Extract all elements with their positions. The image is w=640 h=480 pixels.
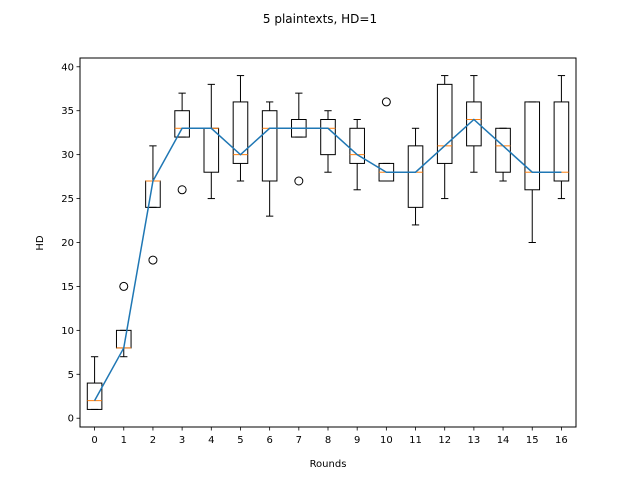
x-tick-label: 9	[354, 435, 360, 446]
y-tick-label: 40	[61, 62, 74, 73]
y-tick-label: 25	[61, 194, 74, 205]
box-iqr	[553, 101, 570, 182]
box-14	[495, 127, 511, 182]
x-tick-label: 16	[555, 435, 568, 446]
x-tick-label: 3	[179, 435, 185, 446]
outlier-point	[177, 185, 187, 195]
x-axis: 0 1 2 3 4 5 6 7 8 9 10 11 12 13 14 15 16	[91, 427, 568, 446]
box-16	[553, 75, 570, 200]
box-iqr	[232, 101, 249, 164]
x-tick-label: 13	[468, 435, 481, 446]
box-9	[349, 119, 365, 191]
x-tick-label: 11	[409, 435, 422, 446]
median-trend-line	[93, 118, 562, 402]
y-tick-label: 20	[61, 238, 74, 249]
box-2	[145, 145, 161, 265]
y-tick-label: 0	[68, 414, 74, 425]
box-11	[407, 127, 424, 226]
box-iqr	[174, 110, 190, 138]
box-iqr	[436, 83, 453, 164]
box-4	[203, 83, 220, 200]
box-iqr	[86, 382, 103, 410]
plot-area	[86, 75, 570, 410]
box-8	[320, 110, 336, 173]
y-tick-label: 10	[61, 326, 74, 337]
box-iqr	[524, 101, 541, 191]
box-iqr	[261, 110, 278, 182]
box-0	[86, 356, 103, 410]
x-tick-label: 12	[438, 435, 451, 446]
outlier-point	[381, 97, 391, 107]
x-tick-label: 7	[296, 435, 302, 446]
box-iqr	[466, 101, 482, 147]
y-tick-label: 35	[61, 106, 74, 117]
box-6	[261, 101, 278, 217]
x-tick-label: 6	[266, 435, 272, 446]
outlier-point	[148, 255, 158, 265]
y-tick-label: 15	[61, 282, 74, 293]
x-tick-label: 2	[150, 435, 156, 446]
x-tick-label: 0	[91, 435, 97, 446]
x-tick-label: 10	[380, 435, 393, 446]
box-7	[291, 92, 307, 186]
x-tick-label: 1	[121, 435, 127, 446]
chart-title: 5 plaintexts, HD=1	[263, 12, 377, 26]
box-iqr	[203, 127, 220, 173]
box-iqr	[495, 127, 511, 173]
x-tick-label: 8	[325, 435, 331, 446]
x-tick-label: 4	[208, 435, 214, 446]
box-iqr	[320, 119, 336, 156]
y-tick-label: 5	[68, 370, 74, 381]
x-axis-label: Rounds	[310, 459, 347, 470]
box-iqr	[407, 145, 424, 208]
box-5	[232, 75, 249, 182]
y-axis-label: HD	[35, 235, 46, 251]
x-tick-label: 14	[497, 435, 510, 446]
y-tick-label: 30	[61, 150, 74, 161]
box-iqr	[349, 127, 365, 164]
outlier-point	[119, 281, 129, 291]
x-tick-label: 5	[237, 435, 243, 446]
box-12	[436, 75, 453, 200]
x-tick-label: 15	[526, 435, 539, 446]
box-15	[524, 101, 541, 243]
y-axis: 0 5 10 15 20 25 30 35 40	[61, 62, 80, 425]
box-3	[174, 92, 190, 195]
outlier-point	[294, 176, 304, 186]
